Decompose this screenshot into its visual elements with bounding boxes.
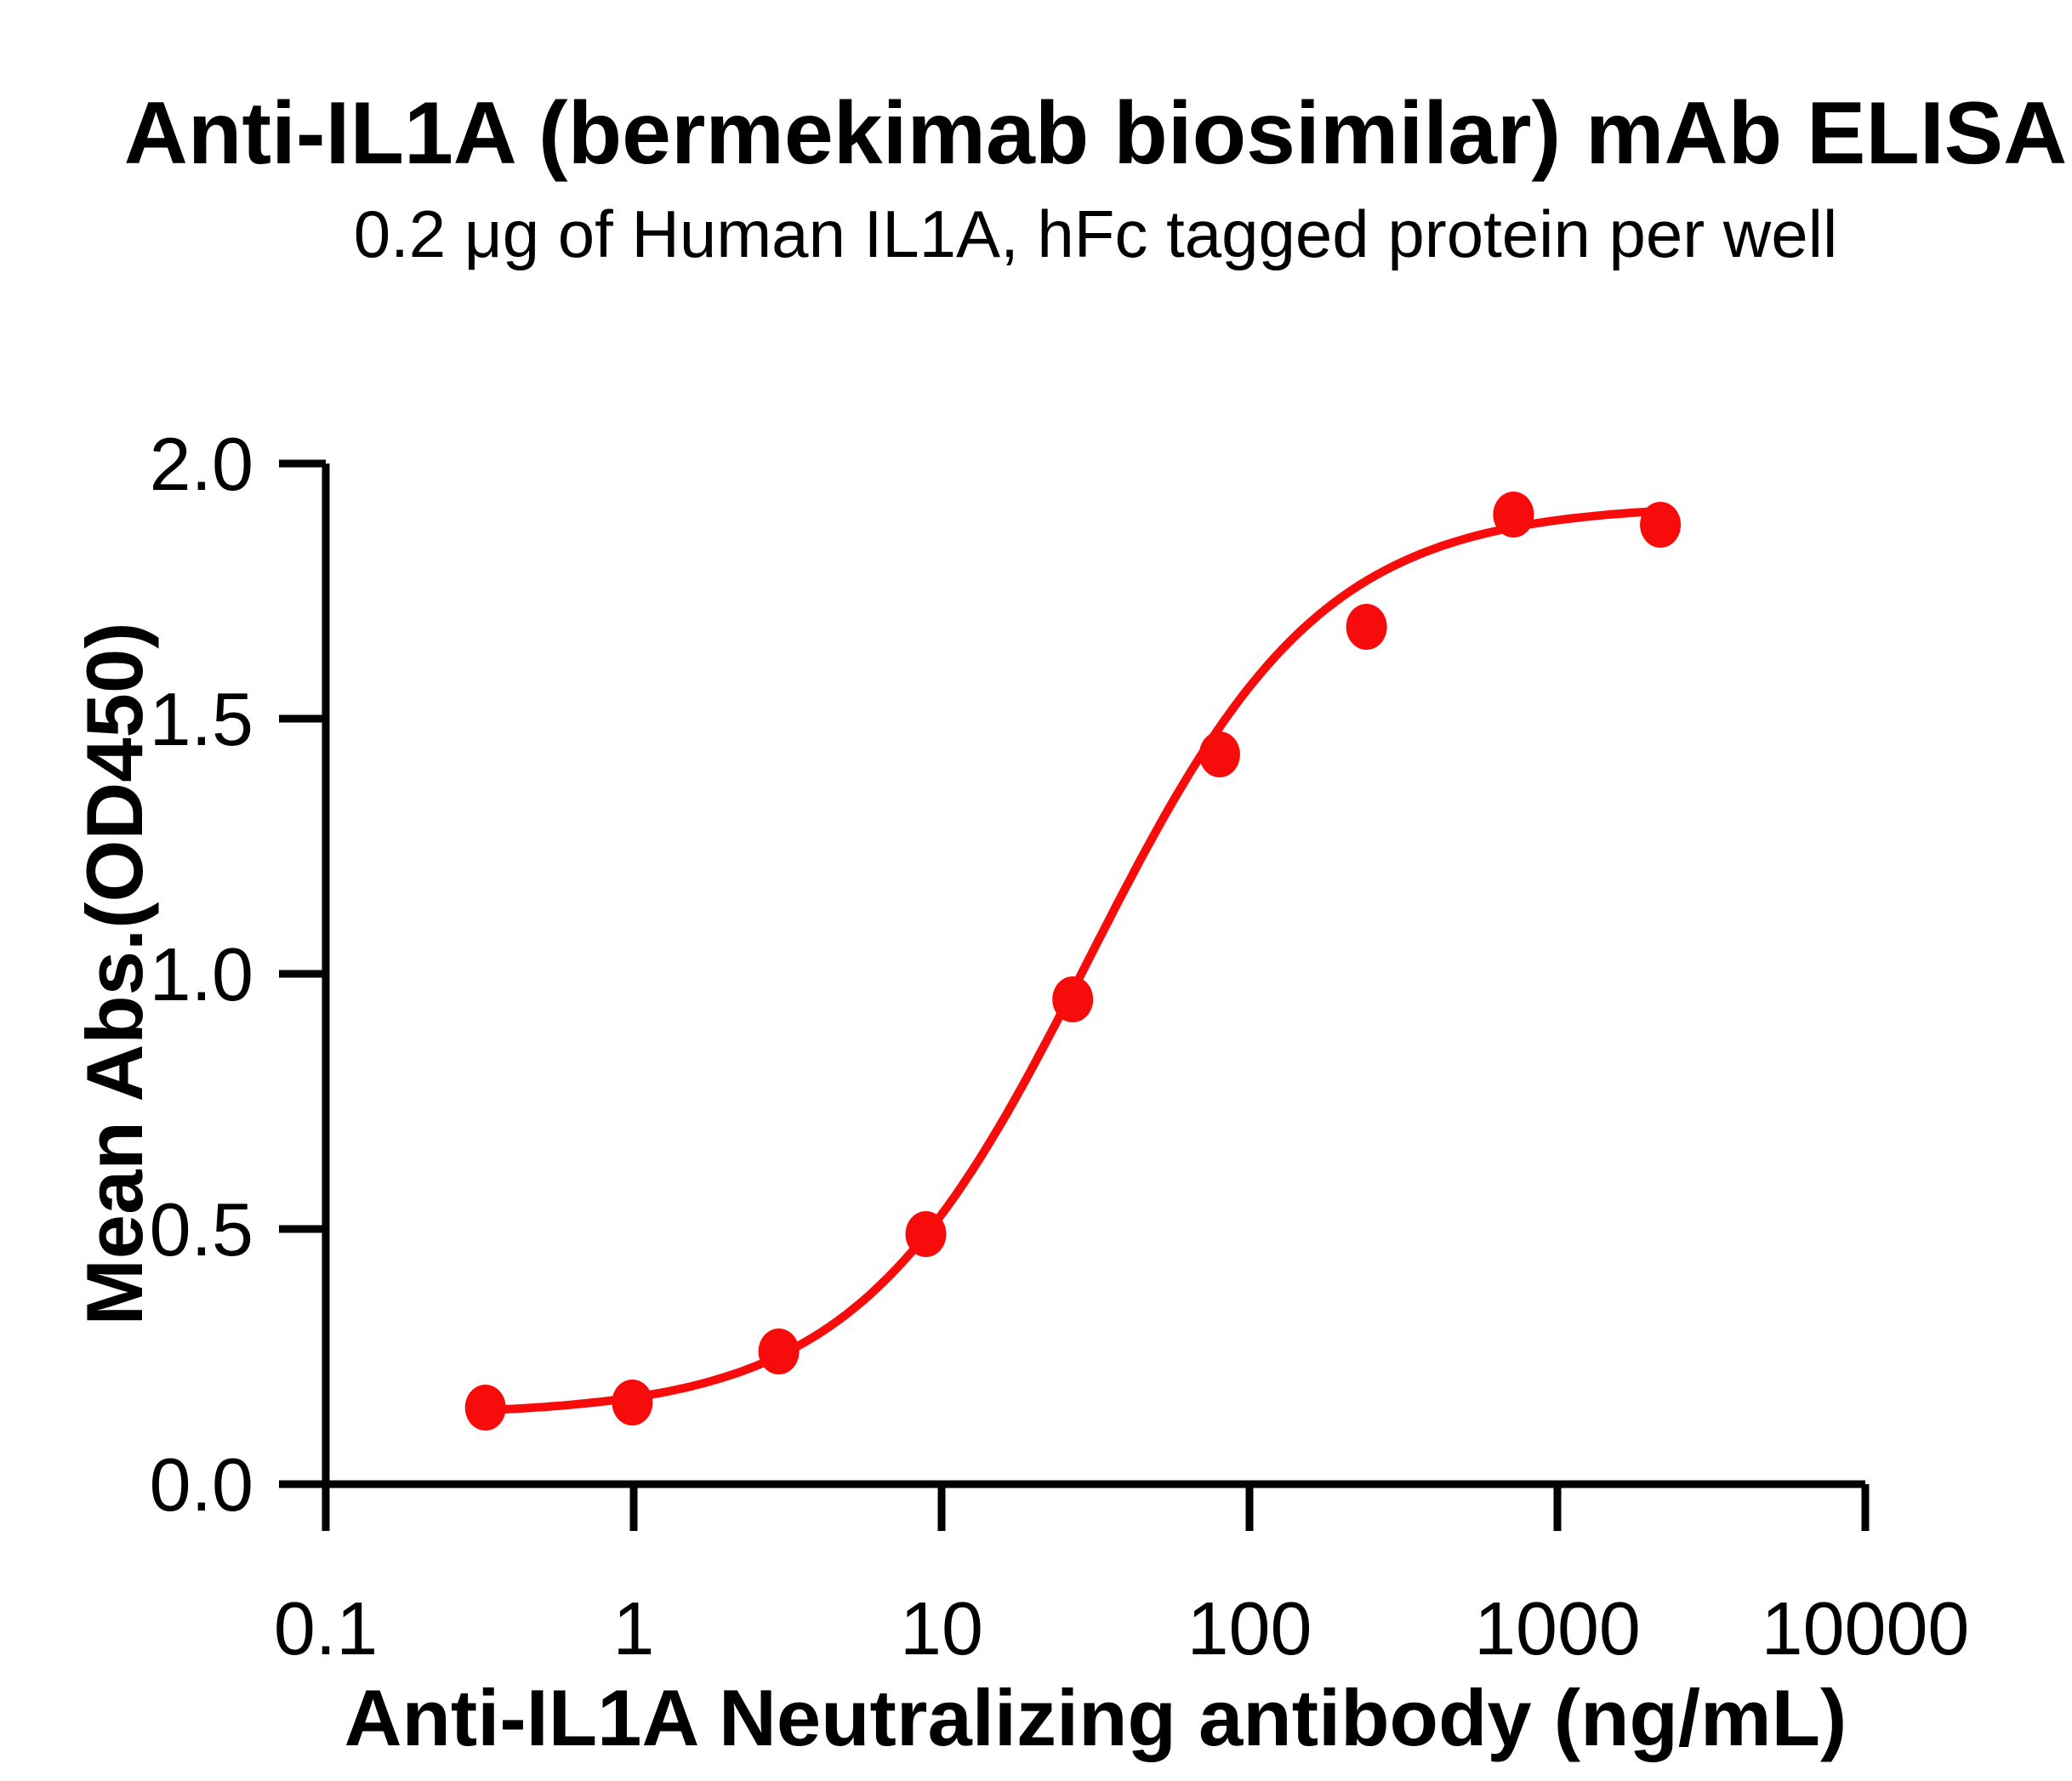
data-points: [464, 492, 1682, 1431]
y-tick-label: 0.0: [150, 1442, 253, 1527]
y-tick-label: 1.5: [150, 677, 253, 761]
data-point: [1493, 492, 1534, 538]
x-tick-label: 1000: [1474, 1586, 1641, 1670]
data-point: [758, 1329, 800, 1374]
data-point: [1640, 502, 1682, 548]
x-tick-label: 10000: [1762, 1586, 1970, 1670]
chart-title: Anti-IL1A (bermekimab biosimilar) mAb EL…: [124, 84, 2068, 183]
y-tick-label: 0.5: [150, 1187, 253, 1272]
data-point: [1198, 731, 1240, 777]
data-point: [1052, 976, 1094, 1022]
x-axis-title: Anti-IL1A Neutralizing antibody (ng/mL): [344, 1673, 1847, 1762]
fit-curve: [481, 506, 1665, 1414]
x-tick-label: 10: [900, 1586, 983, 1670]
chart-subtitle: 0.2 μg of Human IL1A, hFc tagged protein…: [354, 196, 1838, 271]
y-tick-label: 1.0: [150, 932, 253, 1016]
x-tick-label: 100: [1187, 1586, 1312, 1670]
data-point: [1346, 604, 1387, 650]
data-point: [612, 1380, 653, 1425]
x-tick-label: 0.1: [274, 1586, 378, 1670]
data-point: [905, 1211, 947, 1257]
data-point: [464, 1385, 506, 1431]
plot-area: [464, 492, 1682, 1431]
x-tick-label: 1: [613, 1586, 655, 1670]
y-tick-label: 2.0: [150, 422, 253, 506]
axes: 0.0 0.5 1.0 1.5 2.0 0.1 1 10 100 1000 10000: [150, 422, 1970, 1670]
y-axis-title: Mean Abs.(OD450): [70, 622, 159, 1325]
